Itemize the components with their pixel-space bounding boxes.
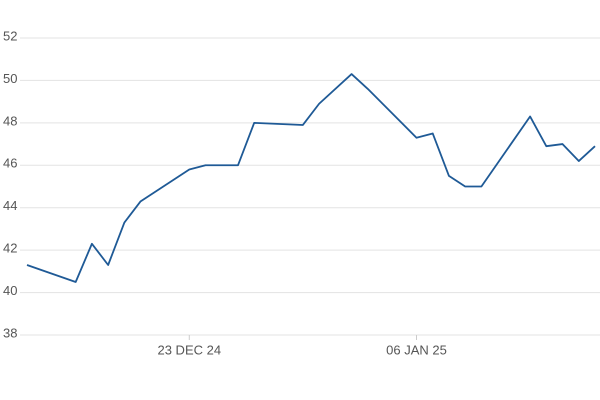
x-tick-label: 23 DEC 24 — [157, 342, 221, 357]
y-tick-label: 46 — [3, 156, 17, 171]
x-tick-label: 06 JAN 25 — [386, 342, 447, 357]
y-tick-label: 42 — [3, 241, 17, 256]
y-tick-label: 38 — [3, 325, 17, 340]
y-tick-label: 44 — [3, 198, 17, 213]
line-series — [26, 73, 596, 283]
y-tick-label: 48 — [3, 113, 17, 128]
y-tick-label: 52 — [3, 28, 17, 43]
y-tick-label: 50 — [3, 71, 17, 86]
y-tick-label: 40 — [3, 283, 17, 298]
